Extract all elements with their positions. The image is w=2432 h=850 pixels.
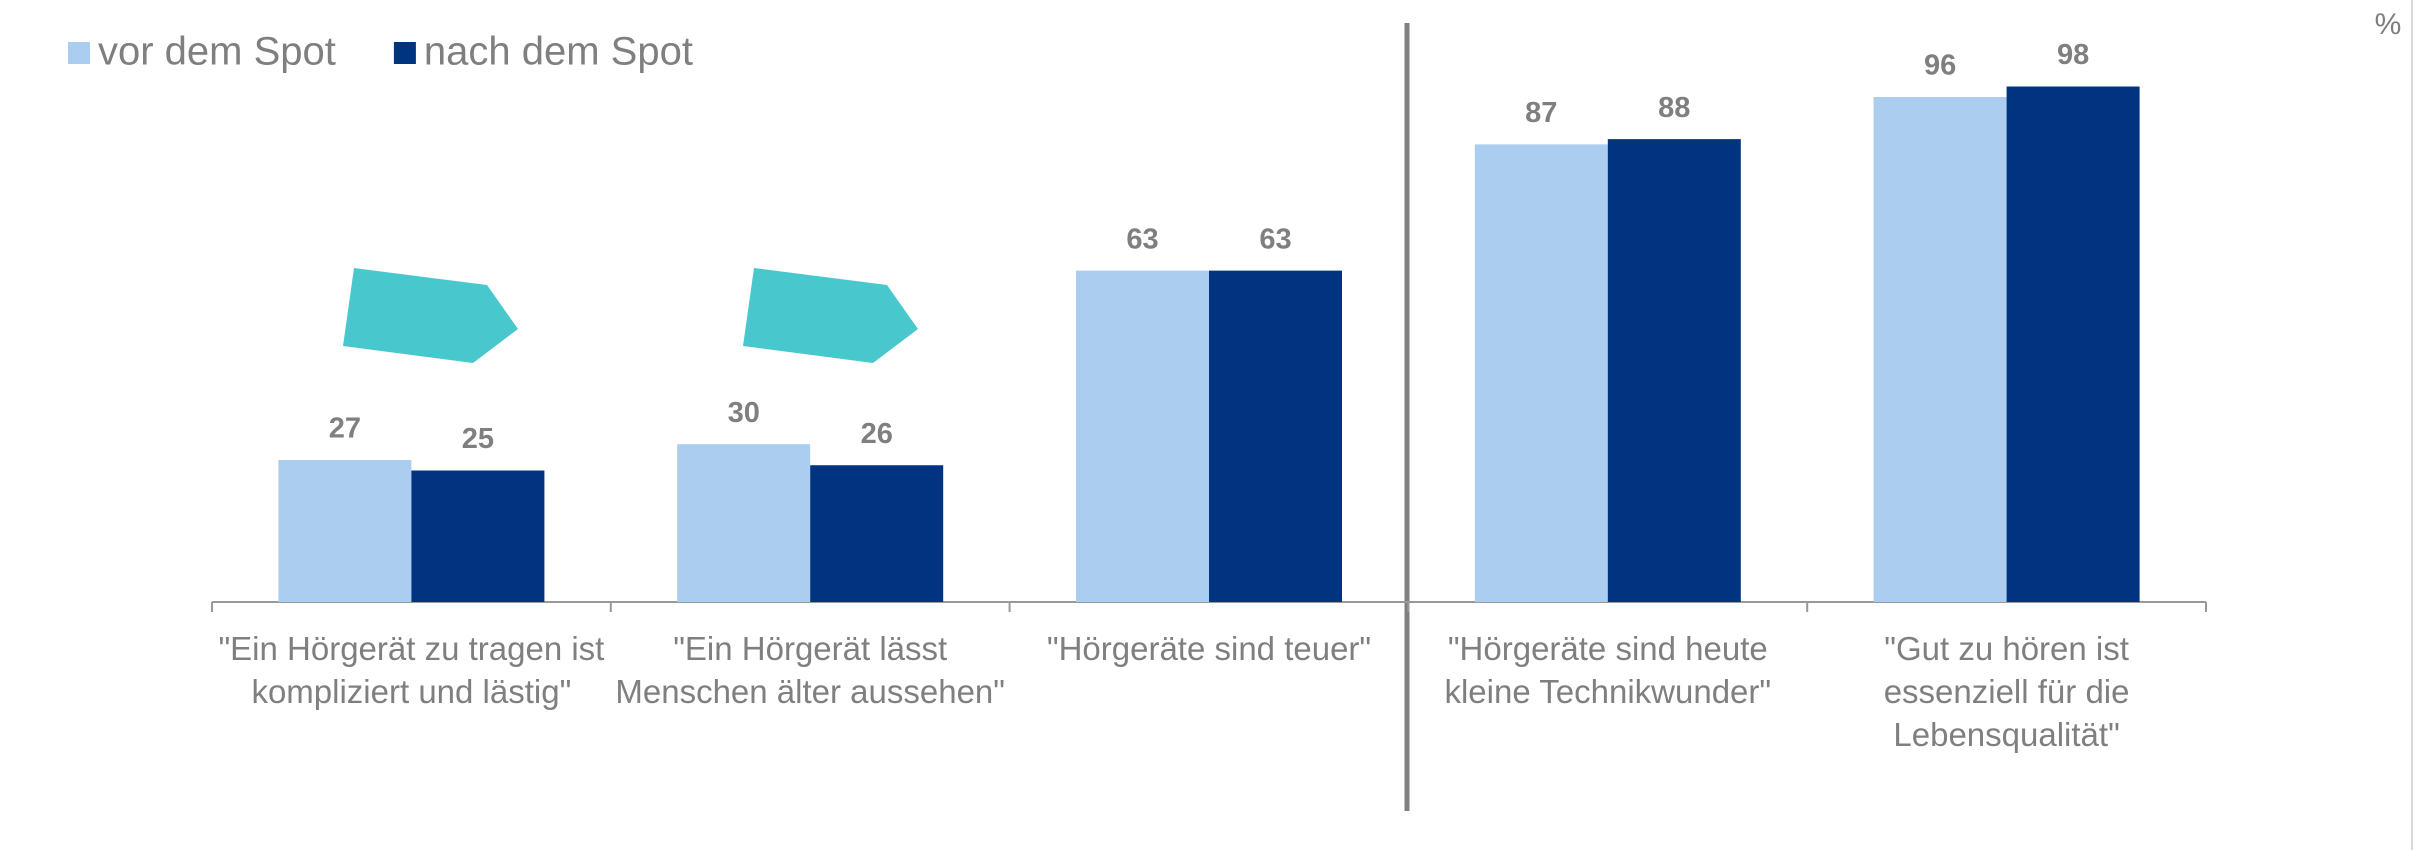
data-label: 26 [861,418,893,450]
arrow [343,268,518,363]
legend-label: nach dem Spot [424,30,693,74]
data-label: 96 [1924,50,1956,82]
data-label: 98 [2057,39,2089,71]
bar [677,444,811,602]
bar [278,459,412,602]
arrow [743,268,918,363]
bar [2006,86,2140,602]
bar [411,470,545,602]
bar [1076,270,1209,602]
x-tick-label: "Hörgeräte sind heute kleine Technikwund… [1444,630,1772,710]
legend-swatch [68,42,90,64]
x-tick-label: "Ein Hörgerät lässt Menschen älter ausse… [615,630,1005,710]
data-label: 63 [1259,223,1291,255]
bar [1607,139,1741,602]
data-label: 88 [1658,92,1690,124]
bar [1873,97,2007,602]
data-label: 25 [462,423,494,455]
bar [810,465,944,602]
x-tick-label: "Gut zu hören ist essenziell für die Leb… [1883,630,2130,753]
x-tick-label: "Ein Hörgerät zu tragen ist kompliziert … [218,630,605,710]
data-label: 27 [329,413,361,445]
bar [1474,144,1608,602]
bar [1209,270,1342,602]
unit-label: % [2375,8,2402,41]
legend-label: vor dem Spot [98,30,336,74]
data-label: 63 [1126,223,1158,255]
legend-swatch [393,42,416,64]
data-label: 87 [1525,97,1557,129]
data-label: 30 [728,397,760,429]
x-tick-label: "Hörgeräte sind teuer" [1046,630,1372,667]
